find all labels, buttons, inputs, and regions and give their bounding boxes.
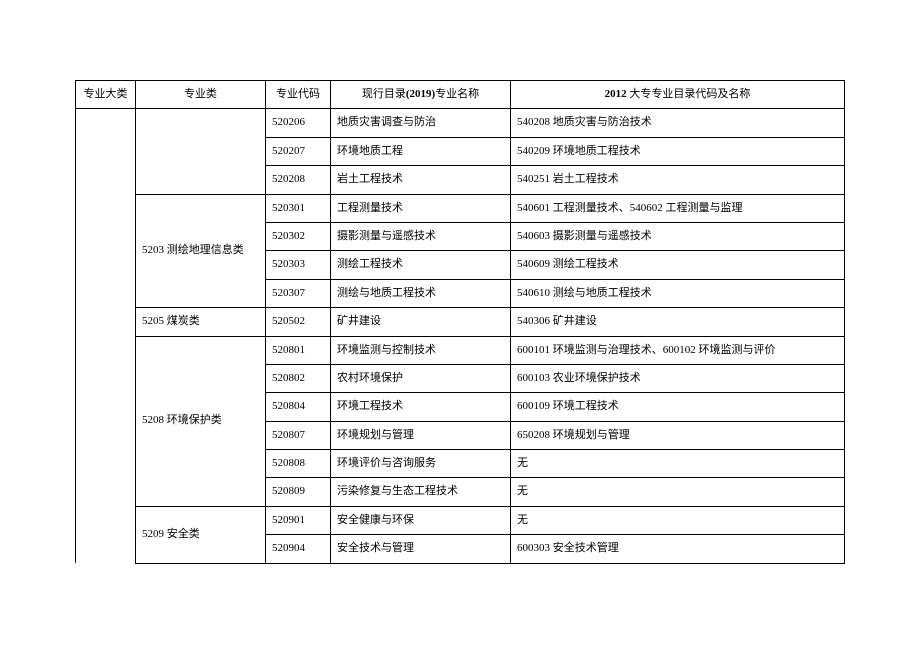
- name-cell: 环境工程技术: [331, 393, 511, 421]
- code-cell: 520206: [266, 109, 331, 137]
- table-row: 5205 煤炭类520502矿井建设540306 矿井建设: [76, 308, 845, 336]
- ref-cell: 540209 环境地质工程技术: [511, 137, 845, 165]
- name-cell: 环境地质工程: [331, 137, 511, 165]
- specialty-table: 专业大类 专业类 专业代码 现行目录(2019)专业名称 2012 大专专业目录…: [75, 80, 845, 564]
- code-cell: 520307: [266, 279, 331, 307]
- code-cell: 520303: [266, 251, 331, 279]
- name-cell: 岩土工程技术: [331, 166, 511, 194]
- code-cell: 520301: [266, 194, 331, 222]
- name-cell: 污染修复与生态工程技术: [331, 478, 511, 506]
- sub-category-cell: 5209 安全类: [136, 506, 266, 563]
- code-cell: 520208: [266, 166, 331, 194]
- table-row: 5203 测绘地理信息类520301工程测量技术540601 工程测量技术、54…: [76, 194, 845, 222]
- ref-cell: 无: [511, 450, 845, 478]
- sub-category-cell: 5205 煤炭类: [136, 308, 266, 336]
- name-cell: 安全技术与管理: [331, 535, 511, 563]
- name-cell: 安全健康与环保: [331, 506, 511, 534]
- header-col1: 专业大类: [76, 81, 136, 109]
- ref-cell: 600303 安全技术管理: [511, 535, 845, 563]
- code-cell: 520801: [266, 336, 331, 364]
- header-col3: 专业代码: [266, 81, 331, 109]
- name-cell: 环境规划与管理: [331, 421, 511, 449]
- ref-cell: 540603 摄影测量与遥感技术: [511, 222, 845, 250]
- code-cell: 520901: [266, 506, 331, 534]
- name-cell: 地质灾害调查与防治: [331, 109, 511, 137]
- ref-cell: 540610 测绘与地质工程技术: [511, 279, 845, 307]
- code-cell: 520904: [266, 535, 331, 563]
- sub-category-cell: 5208 环境保护类: [136, 336, 266, 506]
- name-cell: 环境监测与控制技术: [331, 336, 511, 364]
- name-cell: 测绘工程技术: [331, 251, 511, 279]
- header-col5: 2012 大专专业目录代码及名称: [511, 81, 845, 109]
- ref-cell: 650208 环境规划与管理: [511, 421, 845, 449]
- code-cell: 520808: [266, 450, 331, 478]
- header-col4: 现行目录(2019)专业名称: [331, 81, 511, 109]
- name-cell: 摄影测量与遥感技术: [331, 222, 511, 250]
- name-cell: 测绘与地质工程技术: [331, 279, 511, 307]
- ref-cell: 600101 环境监测与治理技术、600102 环境监测与评价: [511, 336, 845, 364]
- code-cell: 520804: [266, 393, 331, 421]
- sub-category-cell: 5203 测绘地理信息类: [136, 194, 266, 308]
- name-cell: 农村环境保护: [331, 364, 511, 392]
- ref-cell: 600103 农业环境保护技术: [511, 364, 845, 392]
- name-cell: 矿井建设: [331, 308, 511, 336]
- header-col2: 专业类: [136, 81, 266, 109]
- code-cell: 520807: [266, 421, 331, 449]
- name-cell: 环境评价与咨询服务: [331, 450, 511, 478]
- ref-cell: 540609 测绘工程技术: [511, 251, 845, 279]
- ref-cell: 540251 岩土工程技术: [511, 166, 845, 194]
- code-cell: 520207: [266, 137, 331, 165]
- code-cell: 520802: [266, 364, 331, 392]
- ref-cell: 无: [511, 506, 845, 534]
- ref-cell: 540208 地质灾害与防治技术: [511, 109, 845, 137]
- ref-cell: 无: [511, 478, 845, 506]
- code-cell: 520302: [266, 222, 331, 250]
- ref-cell: 540601 工程测量技术、540602 工程测量与监理: [511, 194, 845, 222]
- table-row: 520206地质灾害调查与防治540208 地质灾害与防治技术: [76, 109, 845, 137]
- sub-category-cell: [136, 109, 266, 194]
- code-cell: 520809: [266, 478, 331, 506]
- major-category-cell: [76, 109, 136, 563]
- table-row: 5209 安全类520901安全健康与环保无: [76, 506, 845, 534]
- ref-cell: 600109 环境工程技术: [511, 393, 845, 421]
- code-cell: 520502: [266, 308, 331, 336]
- header-row: 专业大类 专业类 专业代码 现行目录(2019)专业名称 2012 大专专业目录…: [76, 81, 845, 109]
- name-cell: 工程测量技术: [331, 194, 511, 222]
- ref-cell: 540306 矿井建设: [511, 308, 845, 336]
- table-row: 5208 环境保护类520801环境监测与控制技术600101 环境监测与治理技…: [76, 336, 845, 364]
